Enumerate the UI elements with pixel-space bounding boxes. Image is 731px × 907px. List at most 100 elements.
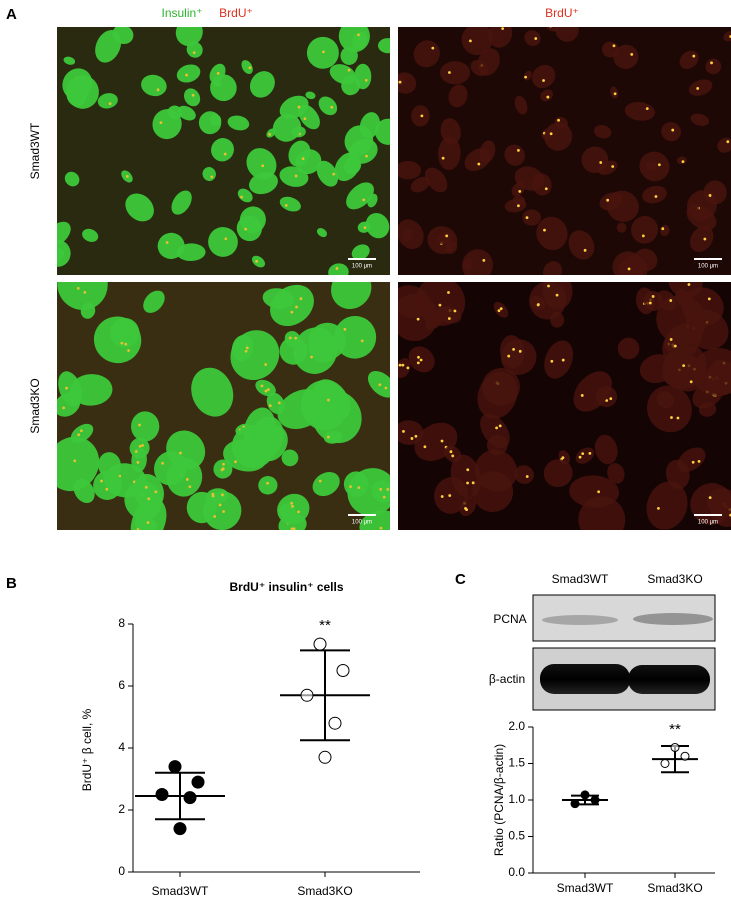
nucleus (645, 107, 649, 111)
nucleus (76, 286, 80, 290)
y-tick-label: 1.5 (508, 756, 525, 770)
nucleus (453, 309, 457, 313)
islet (569, 475, 620, 508)
islet (578, 496, 626, 530)
nucleus (597, 490, 601, 494)
nucleus (517, 204, 520, 208)
islet (64, 171, 80, 187)
nucleus (134, 450, 138, 453)
data-point (313, 637, 327, 651)
nucleus (588, 452, 592, 455)
nucleus (673, 344, 677, 348)
nucleus (534, 37, 538, 40)
nucleus (147, 497, 151, 501)
islet (365, 212, 390, 239)
nucleus (580, 394, 584, 397)
panel-label: C (455, 571, 466, 588)
nucleus (630, 52, 634, 56)
nucleus (599, 161, 603, 164)
islet (73, 478, 95, 504)
nucleus (297, 510, 300, 514)
nucleus (466, 481, 469, 485)
islet (398, 219, 424, 250)
nucleus (710, 61, 713, 65)
data-point (336, 664, 350, 677)
nucleus (482, 258, 486, 262)
nucleus (671, 128, 675, 132)
nucleus (357, 33, 360, 37)
islet (612, 251, 644, 275)
nucleus (477, 162, 481, 166)
nucleus (689, 380, 693, 384)
islet (354, 63, 372, 90)
islet (488, 27, 513, 48)
islet (631, 215, 659, 244)
islet (581, 146, 609, 174)
nucleus (682, 364, 686, 368)
nucleus (221, 467, 225, 471)
islet (529, 296, 546, 311)
islet (277, 493, 310, 525)
nucleus (384, 386, 388, 390)
islet (377, 38, 390, 54)
x-tick-label: Smad3WT (152, 884, 209, 898)
islet (367, 193, 378, 208)
islet (143, 290, 165, 313)
blot-row: PCNA (493, 612, 526, 626)
islet (544, 122, 573, 151)
scale-bar (348, 258, 376, 260)
nucleus (264, 389, 268, 393)
islet (176, 243, 206, 262)
islet (257, 425, 288, 462)
nucleus (549, 27, 552, 28)
x-tick-label: Smad3KO (297, 884, 352, 898)
y-tick-label: 2.0 (508, 719, 525, 733)
nucleus (244, 227, 248, 231)
nucleus (416, 361, 420, 365)
nucleus (410, 437, 414, 440)
islet (279, 166, 309, 187)
islet (540, 89, 553, 102)
nucleus (654, 195, 658, 198)
data-point (660, 759, 670, 768)
nucleus (218, 503, 222, 507)
nucleus (288, 336, 292, 340)
nucleus (512, 347, 515, 351)
nucleus (362, 198, 366, 202)
nucleus (191, 93, 195, 97)
nucleus (216, 72, 220, 75)
islet (474, 449, 518, 492)
nucleus (294, 174, 298, 178)
nucleus (211, 492, 215, 496)
islet (703, 180, 727, 205)
islet (279, 196, 301, 212)
islet (705, 360, 731, 395)
islet (266, 392, 285, 415)
islet (359, 112, 380, 139)
islet (316, 160, 339, 187)
nucleus (648, 301, 652, 305)
nucleus (330, 105, 334, 109)
islet (359, 510, 390, 530)
nucleus (669, 299, 673, 302)
islet (717, 137, 731, 153)
y-tick-label: 2 (118, 802, 125, 816)
nucleus (327, 435, 330, 439)
islet (543, 459, 573, 488)
panel-label: B (6, 575, 17, 592)
islet (129, 437, 150, 459)
islet (166, 430, 206, 470)
nucleus (441, 156, 445, 160)
islet (57, 240, 71, 267)
nucleus (264, 363, 268, 366)
islet (308, 322, 346, 360)
islet (258, 476, 278, 495)
nucleus (335, 267, 339, 270)
islet (323, 430, 343, 444)
islet (171, 190, 192, 215)
nucleus (141, 443, 144, 447)
nucleus (379, 526, 383, 530)
nucleus (223, 152, 227, 156)
islet (236, 215, 262, 242)
islet (487, 434, 508, 456)
